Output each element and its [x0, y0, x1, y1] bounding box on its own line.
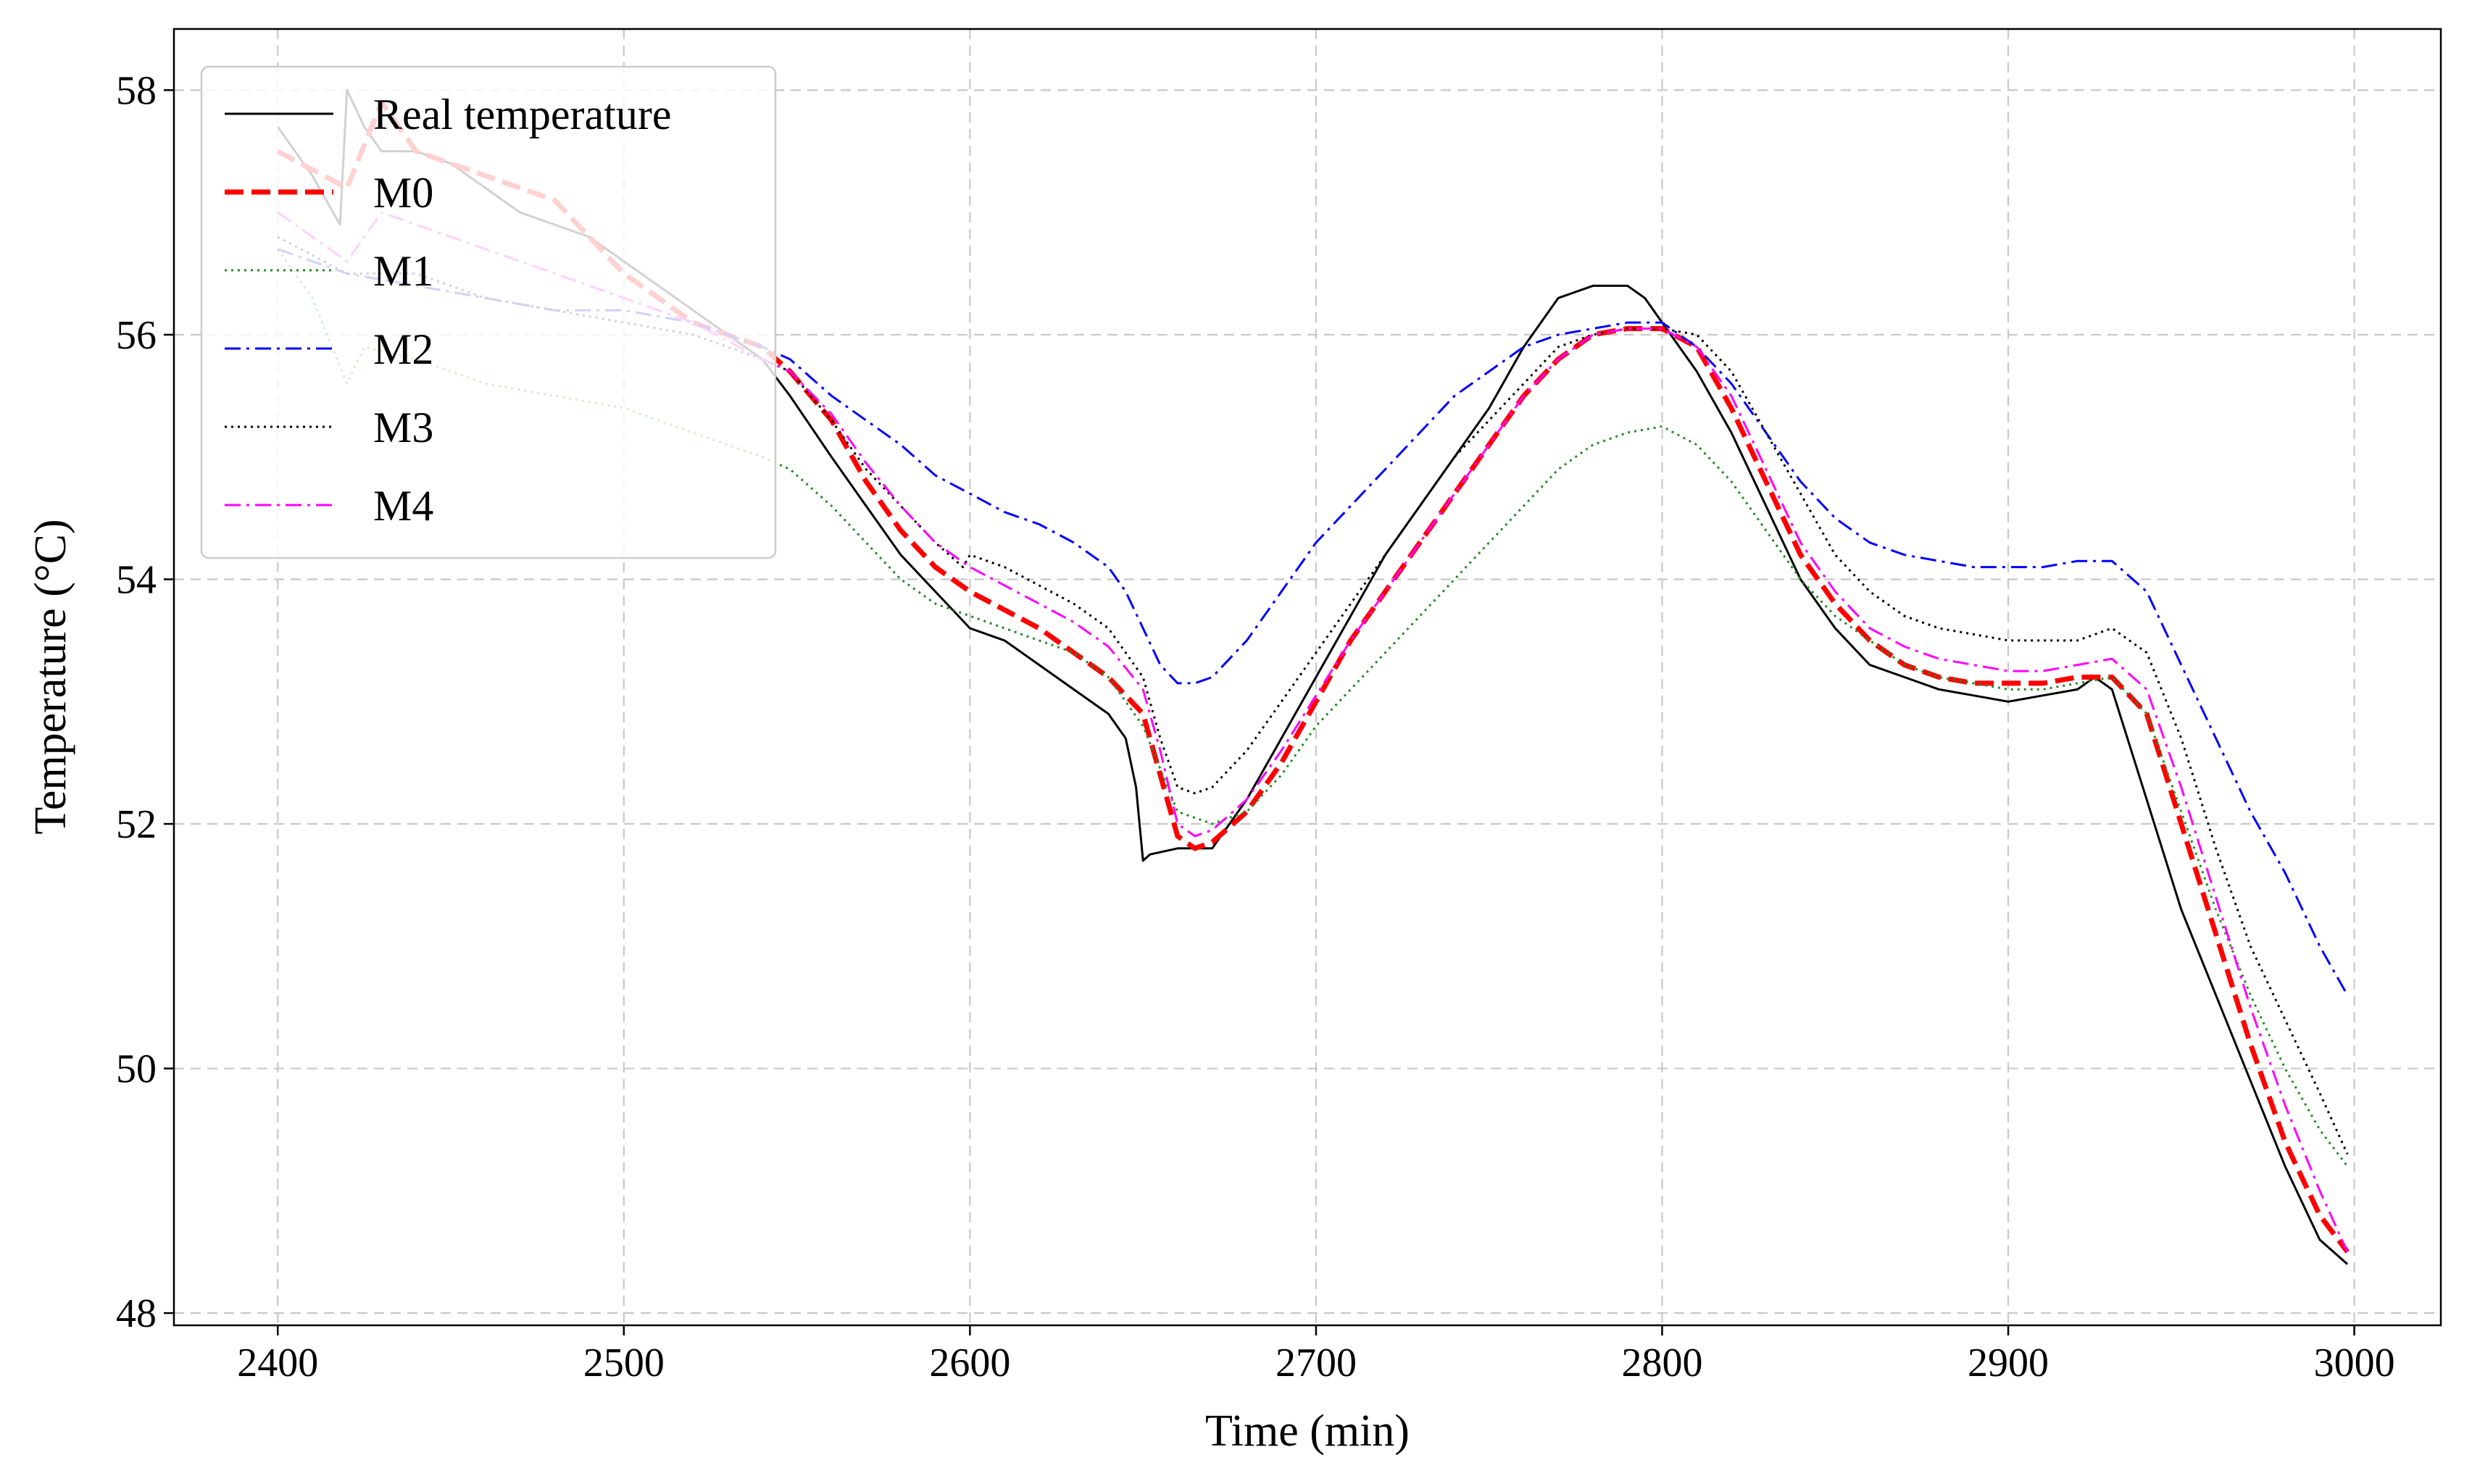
plot-frame	[172, 28, 2442, 1327]
legend-label: M2	[373, 325, 433, 373]
legend-item-m1: M1	[225, 247, 433, 295]
x-tick-label: 2500	[583, 1341, 665, 1385]
legend-label: M1	[373, 247, 433, 295]
legend-label: M3	[373, 404, 433, 451]
grid	[174, 29, 2441, 1325]
x-tick-label: 2700	[1275, 1341, 1357, 1385]
series-line-m3	[277, 235, 2349, 1155]
y-tick-label: 54	[116, 557, 157, 602]
y-tick-label: 50	[116, 1047, 157, 1092]
legend-item-m0: M0	[225, 169, 433, 217]
legend-item-m4: M4	[225, 482, 433, 530]
x-tick-label: 2400	[237, 1341, 318, 1385]
axis-ticks: 2400 2500 2600 2700 2800 2900 3000 48 50 52 54 56 58	[116, 68, 2395, 1385]
legend: Real temperature M0 M1 M2 M3 M4	[200, 65, 777, 559]
x-tick-label: 2600	[929, 1341, 1010, 1385]
y-tick-label: 58	[116, 68, 157, 113]
y-tick-label: 56	[116, 313, 157, 358]
series-line-m2	[277, 248, 2349, 996]
legend-label: M4	[373, 482, 433, 530]
series-line-m1	[277, 248, 2349, 1167]
legend-label: M0	[373, 169, 433, 217]
x-tick-label: 3000	[2314, 1341, 2395, 1385]
legend-item-m2: M2	[225, 325, 433, 373]
y-tick-label: 48	[116, 1291, 157, 1336]
legend-label: Real temperature	[373, 91, 671, 138]
x-tick-label: 2800	[1621, 1341, 1702, 1385]
x-tick-label: 2900	[1968, 1341, 2049, 1385]
series-line-m0	[276, 99, 2350, 1254]
y-tick-label: 52	[116, 802, 157, 847]
y-axis-label: Temperature (°C)	[26, 519, 75, 834]
legend-item-real-temperature: Real temperature	[225, 91, 671, 138]
x-axis-label: Time (min)	[1205, 1406, 1410, 1456]
legend-item-m3: M3	[225, 404, 433, 451]
legend-box	[200, 65, 777, 559]
